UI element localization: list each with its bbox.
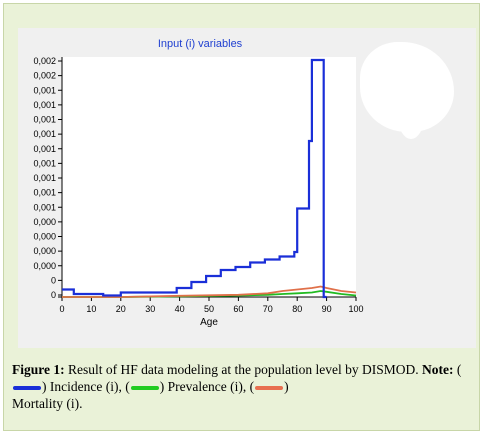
mortality-label: Mortality (i).	[12, 396, 83, 411]
prevalence-label: Prevalence (i), (	[164, 379, 255, 394]
x-tick-label: 0	[59, 304, 64, 314]
y-tick-label: 0,000	[33, 217, 56, 227]
prevalence-swatch	[130, 385, 159, 390]
y-tick-label: 0,000	[33, 246, 56, 256]
y-tick-label: 0	[51, 275, 56, 285]
mortality-swatch	[255, 385, 284, 390]
y-tick-label: 0,001	[33, 188, 56, 198]
y-tick-label: 0,001	[33, 173, 56, 183]
x-tick-label: 100	[348, 304, 363, 314]
x-tick-label: 80	[292, 304, 302, 314]
y-tick-label: 0,001	[33, 144, 56, 154]
x-tick-label: 40	[175, 304, 185, 314]
close-paren: )	[42, 379, 47, 394]
y-tick-label: 0,002	[33, 56, 56, 66]
x-tick-label: 50	[204, 304, 214, 314]
caption-text: Result of HF data modeling at the popula…	[64, 362, 422, 377]
line-chart: 000,0000,0000,0000,0000,0010,0010,0010,0…	[33, 56, 363, 328]
x-tick-label: 60	[233, 304, 243, 314]
plot-area	[62, 57, 356, 297]
figure-caption: Figure 1: Result of HF data modeling at …	[12, 361, 474, 412]
y-tick-label: 0,001	[33, 100, 56, 110]
y-tick-label: 0,001	[33, 129, 56, 139]
incidence-label: Incidence (i), (	[46, 379, 130, 394]
incidence-swatch	[13, 385, 41, 390]
y-tick-label: 0,001	[33, 115, 56, 125]
x-axis-label: Age	[200, 317, 218, 328]
close-paren-2: )	[159, 379, 165, 394]
chart-title: Input (i) variables	[157, 38, 243, 50]
x-tick-label: 30	[145, 304, 155, 314]
y-tick-label: 0	[51, 290, 56, 300]
x-tick-label: 90	[322, 304, 332, 314]
y-tick-label: 0,000	[33, 232, 56, 242]
close-paren-3: )	[284, 379, 289, 394]
white-blot-small	[398, 95, 424, 139]
incidence-line	[62, 58, 327, 299]
note-label: Note:	[421, 362, 454, 377]
y-tick-label: 0,001	[33, 85, 56, 95]
y-tick-label: 0,000	[33, 261, 56, 271]
y-tick-label: 0,001	[33, 158, 56, 168]
x-tick-label: 10	[86, 304, 96, 314]
x-tick-label: 20	[116, 304, 126, 314]
mortality-line	[62, 285, 357, 298]
figure-label: Figure 1:	[12, 362, 65, 377]
y-tick-label: 0,002	[33, 71, 56, 81]
y-tick-label: 0,001	[33, 202, 56, 212]
x-tick-label: 70	[263, 304, 273, 314]
open-paren: (	[456, 362, 462, 377]
